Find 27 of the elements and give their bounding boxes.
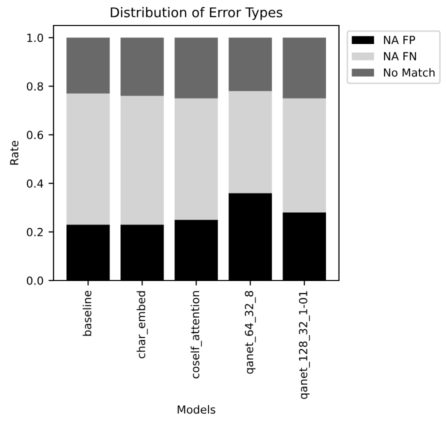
- y-tick-label: 0.8: [26, 82, 44, 91]
- y-tick-label: 0.2: [26, 228, 43, 236]
- legend-label: NA FN: [384, 52, 416, 60]
- bar: [228, 38, 272, 92]
- x-tick-label: char_embed: [136, 291, 148, 358]
- y-axis-title: Rate: [10, 140, 18, 165]
- bar: [174, 98, 218, 220]
- x-tick-label: qanet_64_32_8: [244, 290, 256, 374]
- bar: [174, 38, 218, 98]
- y-tick-label: 0.4: [26, 179, 44, 188]
- x-tick-label: baseline: [82, 290, 92, 336]
- legend-label: NA FP: [384, 36, 416, 44]
- bar: [66, 94, 110, 225]
- chart-title: Distribution of Error Types: [110, 7, 282, 20]
- y-tick-label: 1.0: [27, 34, 44, 42]
- bar: [282, 98, 326, 212]
- bar: [282, 38, 326, 98]
- legend-label: No Match: [384, 68, 435, 77]
- x-tick-label: coself_attention: [190, 291, 202, 378]
- bar: [228, 91, 272, 194]
- x-axis-title: Models: [178, 405, 216, 414]
- y-tick-label: 0.0: [26, 276, 44, 285]
- bar: [120, 38, 164, 96]
- bar: [120, 96, 164, 225]
- bar: [66, 38, 110, 94]
- x-tick-label: qanet_128_32_1-01: [298, 291, 310, 399]
- y-tick-label: 0.6: [26, 130, 44, 140]
